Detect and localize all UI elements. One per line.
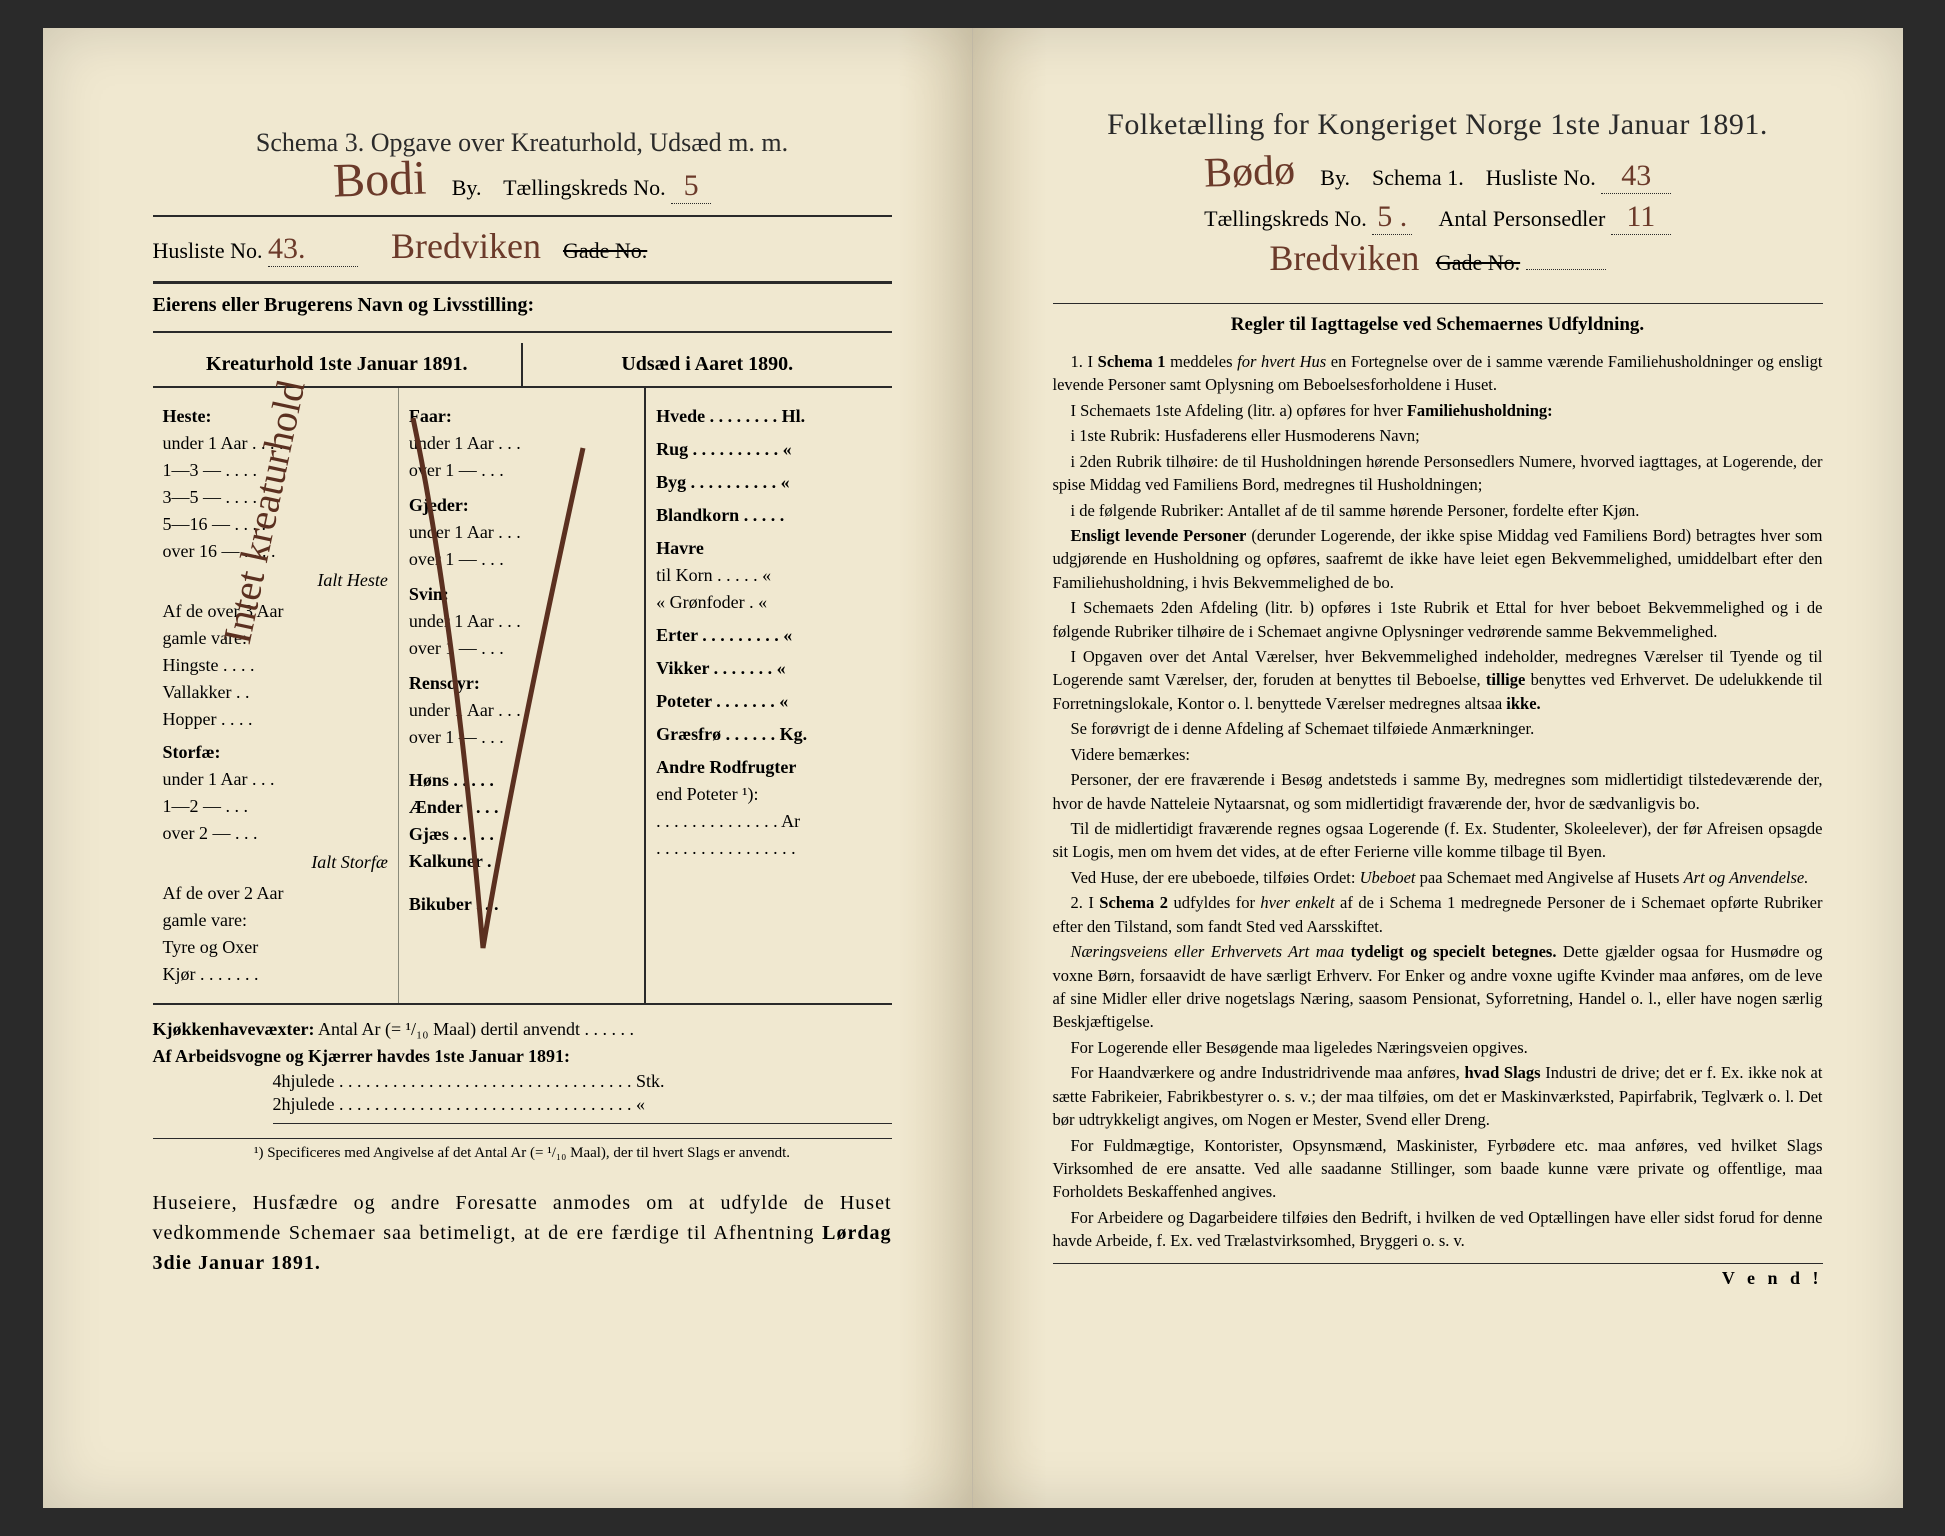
rule-paragraph: Personer, der ere fraværende i Besøg and…: [1053, 768, 1823, 815]
footer-kjokken: Kjøkkenhavevæxter: Antal Ar (= ¹/₁₀ Maal…: [153, 1019, 892, 1040]
col-udsaed-title: Udsæd i Aaret 1890.: [523, 343, 892, 386]
rule-paragraph: 2. I Schema 2 udfyldes for hver enkelt a…: [1053, 891, 1823, 938]
gade-label-struck: Gade No.: [563, 238, 647, 263]
rule-paragraph: Videre bemærkes:: [1053, 743, 1823, 766]
vend-label: V e n d !: [1053, 1263, 1823, 1289]
census-title: Folketælling for Kongeriget Norge 1ste J…: [1053, 108, 1823, 142]
street-handwritten: Bredviken: [391, 225, 541, 267]
column-b: Faar: under 1 Aar . . . over 1 — . . . G…: [399, 388, 646, 1003]
husliste-line: Husliste No. 43. Bredviken Gade No.: [153, 225, 892, 284]
street-handwritten-r: Bredviken: [1269, 237, 1419, 279]
rule-paragraph: For Fuldmægtige, Kontorister, Opsynsmænd…: [1053, 1134, 1823, 1204]
rules-body: 1. I Schema 1 meddeles for hvert Hus en …: [1053, 350, 1823, 1253]
rule-paragraph: 1. I Schema 1 meddeles for hvert Hus en …: [1053, 350, 1823, 397]
footer-vogne: Af Arbeidsvogne og Kjærrer havdes 1ste J…: [153, 1046, 892, 1067]
rule-paragraph: I Schemaets 2den Afdeling (litr. b) opfø…: [1053, 596, 1823, 643]
husliste-no-r: 43: [1601, 159, 1671, 194]
rule-paragraph: Ensligt levende Personer (derunder Loger…: [1053, 524, 1823, 594]
rule-paragraph: For Haandværkere og andre Industridriven…: [1053, 1061, 1823, 1131]
r-street-line: Bredviken Gade No.: [1053, 237, 1823, 289]
rules-title: Regler til Iagttagelse ved Schemaernes U…: [1053, 303, 1823, 336]
r-city-line: Bødø By. Schema 1. Husliste No. 43: [1053, 148, 1823, 196]
right-page: Folketælling for Kongeriget Norge 1ste J…: [973, 28, 1903, 1508]
table-header: Kreaturhold 1ste Januar 1891. Udsæd i Aa…: [153, 343, 892, 388]
table-body: Intet kreaturhold Heste: under 1 Aar . .…: [153, 388, 892, 1005]
owner-line: Eierens eller Brugerens Navn og Livsstil…: [153, 294, 892, 333]
rule-paragraph: Til de midlertidigt fraværende regnes og…: [1053, 817, 1823, 864]
rule-paragraph: i de følgende Rubriker: Antallet af de t…: [1053, 499, 1823, 522]
footnote: ¹) Specificeres med Angivelse af det Ant…: [153, 1138, 892, 1162]
kreds-no: 5: [671, 169, 711, 204]
rule-paragraph: I Opgaven over det Antal Værelser, hver …: [1053, 645, 1823, 715]
rule-paragraph: Se forøvrigt de i denne Afdeling af Sche…: [1053, 717, 1823, 740]
kreds-no-r: 5 .: [1372, 200, 1412, 235]
header-city-line: Bodi By. Tællingskreds No. 5: [153, 152, 892, 217]
husliste-no: 43.: [268, 232, 358, 267]
bottom-instruction: Huseiere, Husfædre og andre Foresatte an…: [153, 1188, 892, 1278]
rule-paragraph: Ved Huse, der ere ubeboede, tilføies Ord…: [1053, 866, 1823, 889]
column-c: Hvede . . . . . . . . Hl. Rug . . . . . …: [646, 388, 891, 1003]
rule-paragraph: For Arbeidere og Dagarbeidere tilføies d…: [1053, 1206, 1823, 1253]
antal-no: 11: [1611, 200, 1671, 235]
col-kreatur-title: Kreaturhold 1ste Januar 1891.: [153, 343, 524, 386]
rule-paragraph: i 2den Rubrik tilhøire: de til Husholdni…: [1053, 450, 1823, 497]
r-kreds-line: Tællingskreds No. 5 . Antal Personsedler…: [1053, 200, 1823, 235]
left-page: Schema 3. Opgave over Kreaturhold, Udsæd…: [43, 28, 973, 1508]
city-handwritten-r: Bødø: [1203, 146, 1296, 197]
document-spread: Schema 3. Opgave over Kreaturhold, Udsæd…: [43, 28, 1903, 1508]
rule-paragraph: i 1ste Rubrik: Husfaderens eller Husmode…: [1053, 424, 1823, 447]
rule-paragraph: I Schemaets 1ste Afdeling (litr. a) opfø…: [1053, 399, 1823, 422]
city-handwritten: Bodi: [332, 150, 427, 208]
rule-paragraph: Næringsveiens eller Erhvervets Art maa t…: [1053, 940, 1823, 1034]
rule-paragraph: For Logerende eller Besøgende maa ligele…: [1053, 1036, 1823, 1059]
